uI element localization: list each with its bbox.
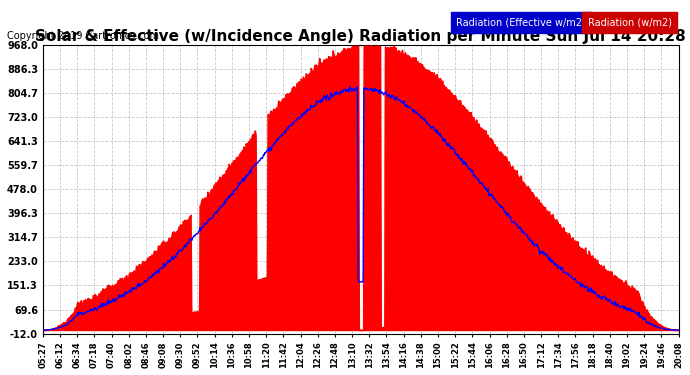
- Legend: Radiation (Effective w/m2), Radiation (w/m2): Radiation (Effective w/m2), Radiation (w…: [453, 15, 673, 29]
- Text: Copyright 2019 Cartronics.com: Copyright 2019 Cartronics.com: [7, 32, 159, 41]
- Title: Solar & Effective (w/Incidence Angle) Radiation per Minute Sun Jul 14 20:28: Solar & Effective (w/Incidence Angle) Ra…: [35, 29, 686, 44]
